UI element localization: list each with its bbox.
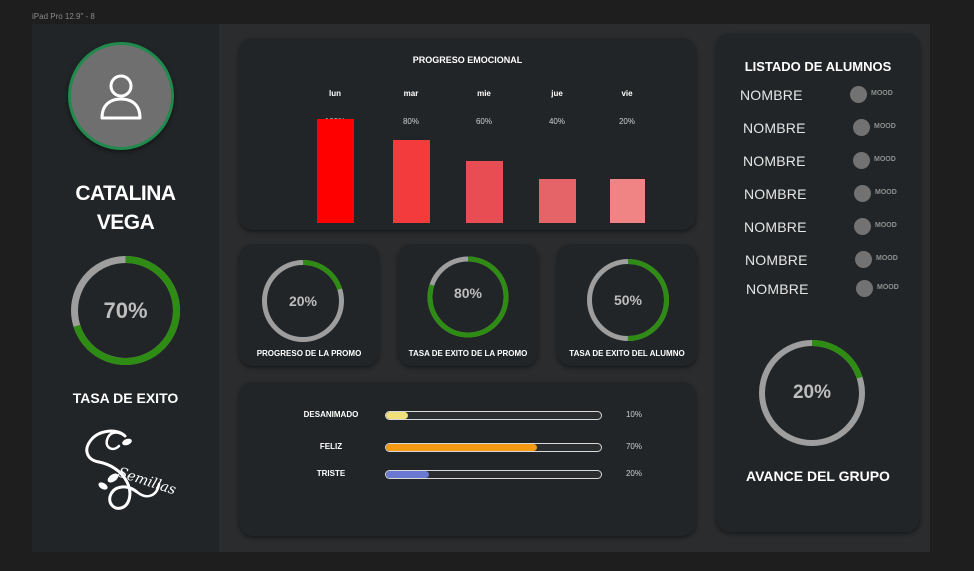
- mood-text: MOOD: [875, 189, 897, 196]
- mood-value-feliz: 70%: [625, 442, 642, 451]
- chart-value-label-jue: 40%: [548, 117, 565, 126]
- mood-indicator[interactable]: [850, 86, 867, 103]
- list-item[interactable]: NOMBRE MOOD: [746, 280, 911, 300]
- list-item[interactable]: NOMBRE MOOD: [743, 152, 908, 172]
- student-success-card: 50% TASA DE EXITO DEL ALUMNO: [557, 244, 697, 366]
- mood-indicator[interactable]: [856, 280, 873, 297]
- list-item[interactable]: NOMBRE MOOD: [745, 251, 910, 271]
- promo-success-card: 80% TASA DE EXITO DE LA PROMO: [398, 244, 538, 366]
- promo-success-arc: [427, 256, 509, 338]
- group-progress-label: AVANCE DEL GRUPO: [746, 468, 890, 484]
- emotional-progress-card: PROGRESO EMOCIONAL lun100%mar80%mie60%ju…: [239, 38, 696, 230]
- promo-progress-ring: 20%: [259, 257, 347, 345]
- promo-success-value: 80%: [453, 285, 483, 301]
- mood-indicator[interactable]: [854, 185, 871, 202]
- mood-text: MOOD: [875, 222, 897, 229]
- list-item[interactable]: NOMBRE MOOD: [744, 218, 909, 238]
- chart-bar-jue[interactable]: [538, 179, 576, 223]
- group-progress-ring: 20%: [758, 339, 866, 447]
- mood-indicator[interactable]: [855, 251, 872, 268]
- mood-indicator[interactable]: [854, 218, 871, 235]
- promo-progress-arc: [262, 260, 344, 342]
- mood-text: MOOD: [874, 156, 896, 163]
- student-success-value: 50%: [613, 292, 643, 308]
- mood-text: MOOD: [877, 284, 899, 291]
- success-rate-arc: [71, 256, 180, 365]
- student-first-name: CATALINA: [75, 182, 176, 205]
- student-name-label: NOMBRE: [743, 153, 806, 169]
- mood-card: DESANIMADO 10% FELIZ 70% TRISTE 20%: [239, 382, 696, 536]
- student-success-label: TASA DE EXITO DEL ALUMNO: [569, 349, 685, 358]
- chart-title: PROGRESO EMOCIONAL: [412, 55, 523, 65]
- mood-text: MOOD: [874, 123, 896, 130]
- mood-value-triste: 20%: [625, 469, 642, 478]
- student-name-label: NOMBRE: [744, 219, 807, 235]
- group-progress-value: 20%: [792, 382, 832, 403]
- frame-label: iPad Pro 12.9" - 8: [32, 12, 95, 21]
- chart-bar-mar[interactable]: [392, 139, 430, 223]
- student-last-name: VEGA: [96, 211, 155, 234]
- student-profile-sidebar: CATALINA VEGA 70% TASA DE EXITO Semillas: [32, 24, 219, 552]
- avatar[interactable]: [68, 42, 174, 150]
- chart-bar-mie[interactable]: [465, 160, 503, 223]
- promo-progress-value: 20%: [288, 293, 318, 309]
- chart-value-label-mie: 60%: [475, 117, 492, 126]
- mood-fill-feliz: [386, 444, 537, 451]
- promo-success-label: TASA DE EXITO DE LA PROMO: [408, 349, 528, 358]
- chart-value-label-vie: 20%: [618, 117, 635, 126]
- mood-value-desanimado: 10%: [625, 410, 642, 419]
- student-name-label: NOMBRE: [745, 252, 808, 268]
- mood-bar-desanimado: [385, 411, 602, 420]
- chart-value-label-mar: 80%: [402, 117, 419, 126]
- promo-success-ring: 80%: [425, 254, 511, 340]
- chart-day-label-mar: mar: [403, 89, 419, 98]
- mood-fill-triste: [386, 471, 429, 478]
- chart-day-label-jue: jue: [551, 89, 563, 98]
- mood-text: MOOD: [876, 255, 898, 262]
- semillas-logo: Semillas: [85, 429, 177, 510]
- mood-label-feliz: FELIZ: [319, 442, 343, 451]
- mood-indicator[interactable]: [853, 119, 870, 136]
- chart-bar-vie[interactable]: [609, 179, 645, 223]
- logo-wordmark: Semillas: [116, 465, 177, 499]
- mood-text: MOOD: [871, 90, 893, 97]
- group-progress-arc: [759, 340, 865, 446]
- student-name-label: NOMBRE: [744, 186, 807, 202]
- student-name-label: NOMBRE: [743, 120, 806, 136]
- student-success-arc: [587, 259, 669, 341]
- list-item[interactable]: NOMBRE MOOD: [743, 119, 908, 139]
- student-name: CATALINA VEGA: [32, 179, 219, 237]
- mood-bar-triste: [385, 470, 602, 479]
- student-list-title: LISTADO DE ALUMNOS: [744, 59, 892, 74]
- chart-day-label-lun: lun: [329, 89, 341, 98]
- promo-progress-label: PROGRESO DE LA PROMO: [256, 349, 362, 358]
- mood-fill-desanimado: [386, 412, 408, 419]
- success-rate-label: TASA DE EXITO: [72, 390, 179, 406]
- chart-day-label-mie: mie: [477, 89, 491, 98]
- student-list-card: LISTADO DE ALUMNOS NOMBRE MOOD NOMBRE MO…: [716, 33, 920, 532]
- list-item[interactable]: NOMBRE MOOD: [744, 185, 909, 205]
- mood-label-desanimado: DESANIMADO: [303, 410, 359, 419]
- student-success-ring: 50%: [584, 256, 672, 344]
- mood-bar-feliz: [385, 443, 602, 452]
- student-name-label: NOMBRE: [746, 281, 809, 297]
- success-rate-value: 70%: [103, 297, 148, 323]
- user-icon: [100, 74, 142, 120]
- list-item[interactable]: NOMBRE MOOD: [740, 86, 905, 106]
- promo-progress-card: 20% PROGRESO DE LA PROMO: [239, 244, 379, 366]
- chart-day-label-vie: vie: [621, 89, 633, 98]
- dashboard: CATALINA VEGA 70% TASA DE EXITO Semillas…: [32, 24, 930, 552]
- mood-indicator[interactable]: [853, 152, 870, 169]
- success-rate-ring: 70%: [68, 253, 183, 368]
- student-name-label: NOMBRE: [740, 87, 803, 103]
- mood-label-triste: TRISTE: [316, 469, 346, 478]
- chart-bar-lun[interactable]: [316, 119, 354, 223]
